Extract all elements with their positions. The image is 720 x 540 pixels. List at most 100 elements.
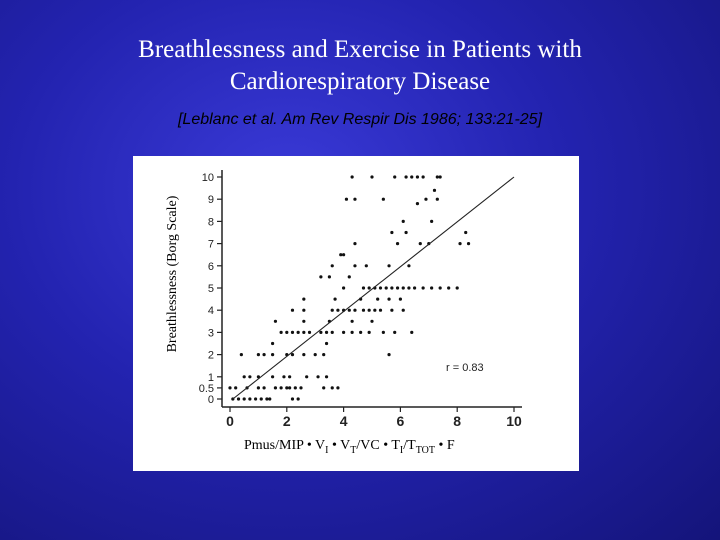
x-tick-label: 4 (340, 413, 348, 429)
data-point (407, 286, 411, 290)
data-point (407, 264, 411, 268)
data-point (302, 297, 306, 301)
data-point (390, 286, 394, 290)
data-point (319, 330, 323, 334)
x-axis-label-sub: I (399, 444, 404, 456)
data-point (319, 275, 323, 279)
data-point (390, 308, 394, 312)
data-point (421, 286, 425, 290)
slide-title: Breathlessness and Exercise in Patients … (60, 34, 660, 98)
data-point (330, 264, 334, 268)
data-point (415, 202, 420, 206)
data-point (404, 175, 408, 179)
data-point (410, 175, 414, 179)
data-point (305, 375, 309, 379)
data-point (330, 386, 334, 390)
data-point (288, 386, 292, 390)
x-axis-label-part: /VC • T (356, 438, 400, 453)
x-axis-label-part: Pmus/MIP • V (244, 438, 326, 453)
data-point (435, 175, 439, 179)
data-point (430, 219, 434, 223)
data-point (418, 242, 422, 246)
data-point (415, 175, 420, 179)
x-tick-label: 8 (453, 413, 461, 429)
data-point (432, 188, 437, 192)
data-point (350, 319, 354, 323)
data-point (271, 353, 275, 357)
data-point (381, 330, 385, 334)
data-point (438, 286, 442, 290)
data-point (342, 253, 346, 257)
data-point (401, 219, 405, 223)
data-point (279, 330, 283, 334)
data-point (296, 397, 300, 401)
data-point (339, 253, 343, 257)
y-tick-label: 6 (208, 261, 214, 273)
data-point (347, 308, 351, 312)
data-point (359, 330, 363, 334)
data-point (239, 353, 243, 357)
data-point (262, 353, 266, 357)
data-point (404, 230, 408, 235)
x-axis-label-part: • V (328, 438, 351, 453)
data-point (228, 386, 232, 390)
data-point (290, 353, 295, 357)
y-tick-label: 0.5 (199, 383, 214, 395)
y-tick-label: 5 (208, 283, 214, 295)
data-point (447, 286, 451, 290)
data-point (302, 330, 306, 334)
data-point (373, 308, 377, 312)
data-point (384, 286, 388, 290)
data-point (322, 386, 326, 390)
data-point (259, 397, 263, 401)
data-point (324, 341, 329, 346)
data-point (336, 308, 340, 312)
data-point (324, 330, 329, 334)
data-point (299, 386, 303, 390)
data-point (430, 286, 434, 290)
data-point (342, 330, 346, 334)
data-point (401, 286, 405, 290)
data-point (370, 175, 374, 179)
data-point (387, 264, 391, 268)
data-point (390, 230, 394, 235)
data-point (435, 197, 439, 201)
figure-panel (133, 156, 579, 471)
data-point (242, 397, 246, 401)
data-point (401, 308, 405, 312)
y-tick-label: 8 (208, 216, 214, 228)
data-point (285, 386, 289, 390)
data-point (387, 297, 391, 301)
data-point (367, 286, 371, 290)
data-point (370, 319, 374, 323)
data-point (376, 297, 380, 301)
data-point (342, 286, 346, 290)
data-point (387, 353, 391, 357)
data-point (322, 353, 326, 357)
data-point (282, 375, 286, 379)
data-point (395, 286, 400, 290)
correlation-annotation: r = 0.83 (446, 362, 484, 374)
data-point (273, 319, 278, 323)
y-tick-label: 9 (208, 194, 214, 206)
data-point (367, 330, 371, 334)
data-point (256, 353, 260, 357)
data-point (367, 308, 371, 312)
x-tick-label: 10 (506, 413, 522, 429)
slide-title-line-2: Cardiorespiratory Disease (229, 68, 491, 95)
x-tick-label: 2 (283, 413, 291, 429)
data-point (290, 397, 295, 401)
data-point (410, 330, 414, 334)
data-point (248, 375, 252, 379)
data-points (228, 175, 471, 401)
data-point (378, 286, 383, 290)
data-point (288, 375, 292, 379)
data-point (290, 330, 295, 334)
data-point (466, 242, 471, 246)
data-point (421, 175, 425, 179)
y-tick-label: 3 (208, 327, 214, 339)
data-point (293, 386, 297, 390)
data-point (347, 275, 351, 279)
